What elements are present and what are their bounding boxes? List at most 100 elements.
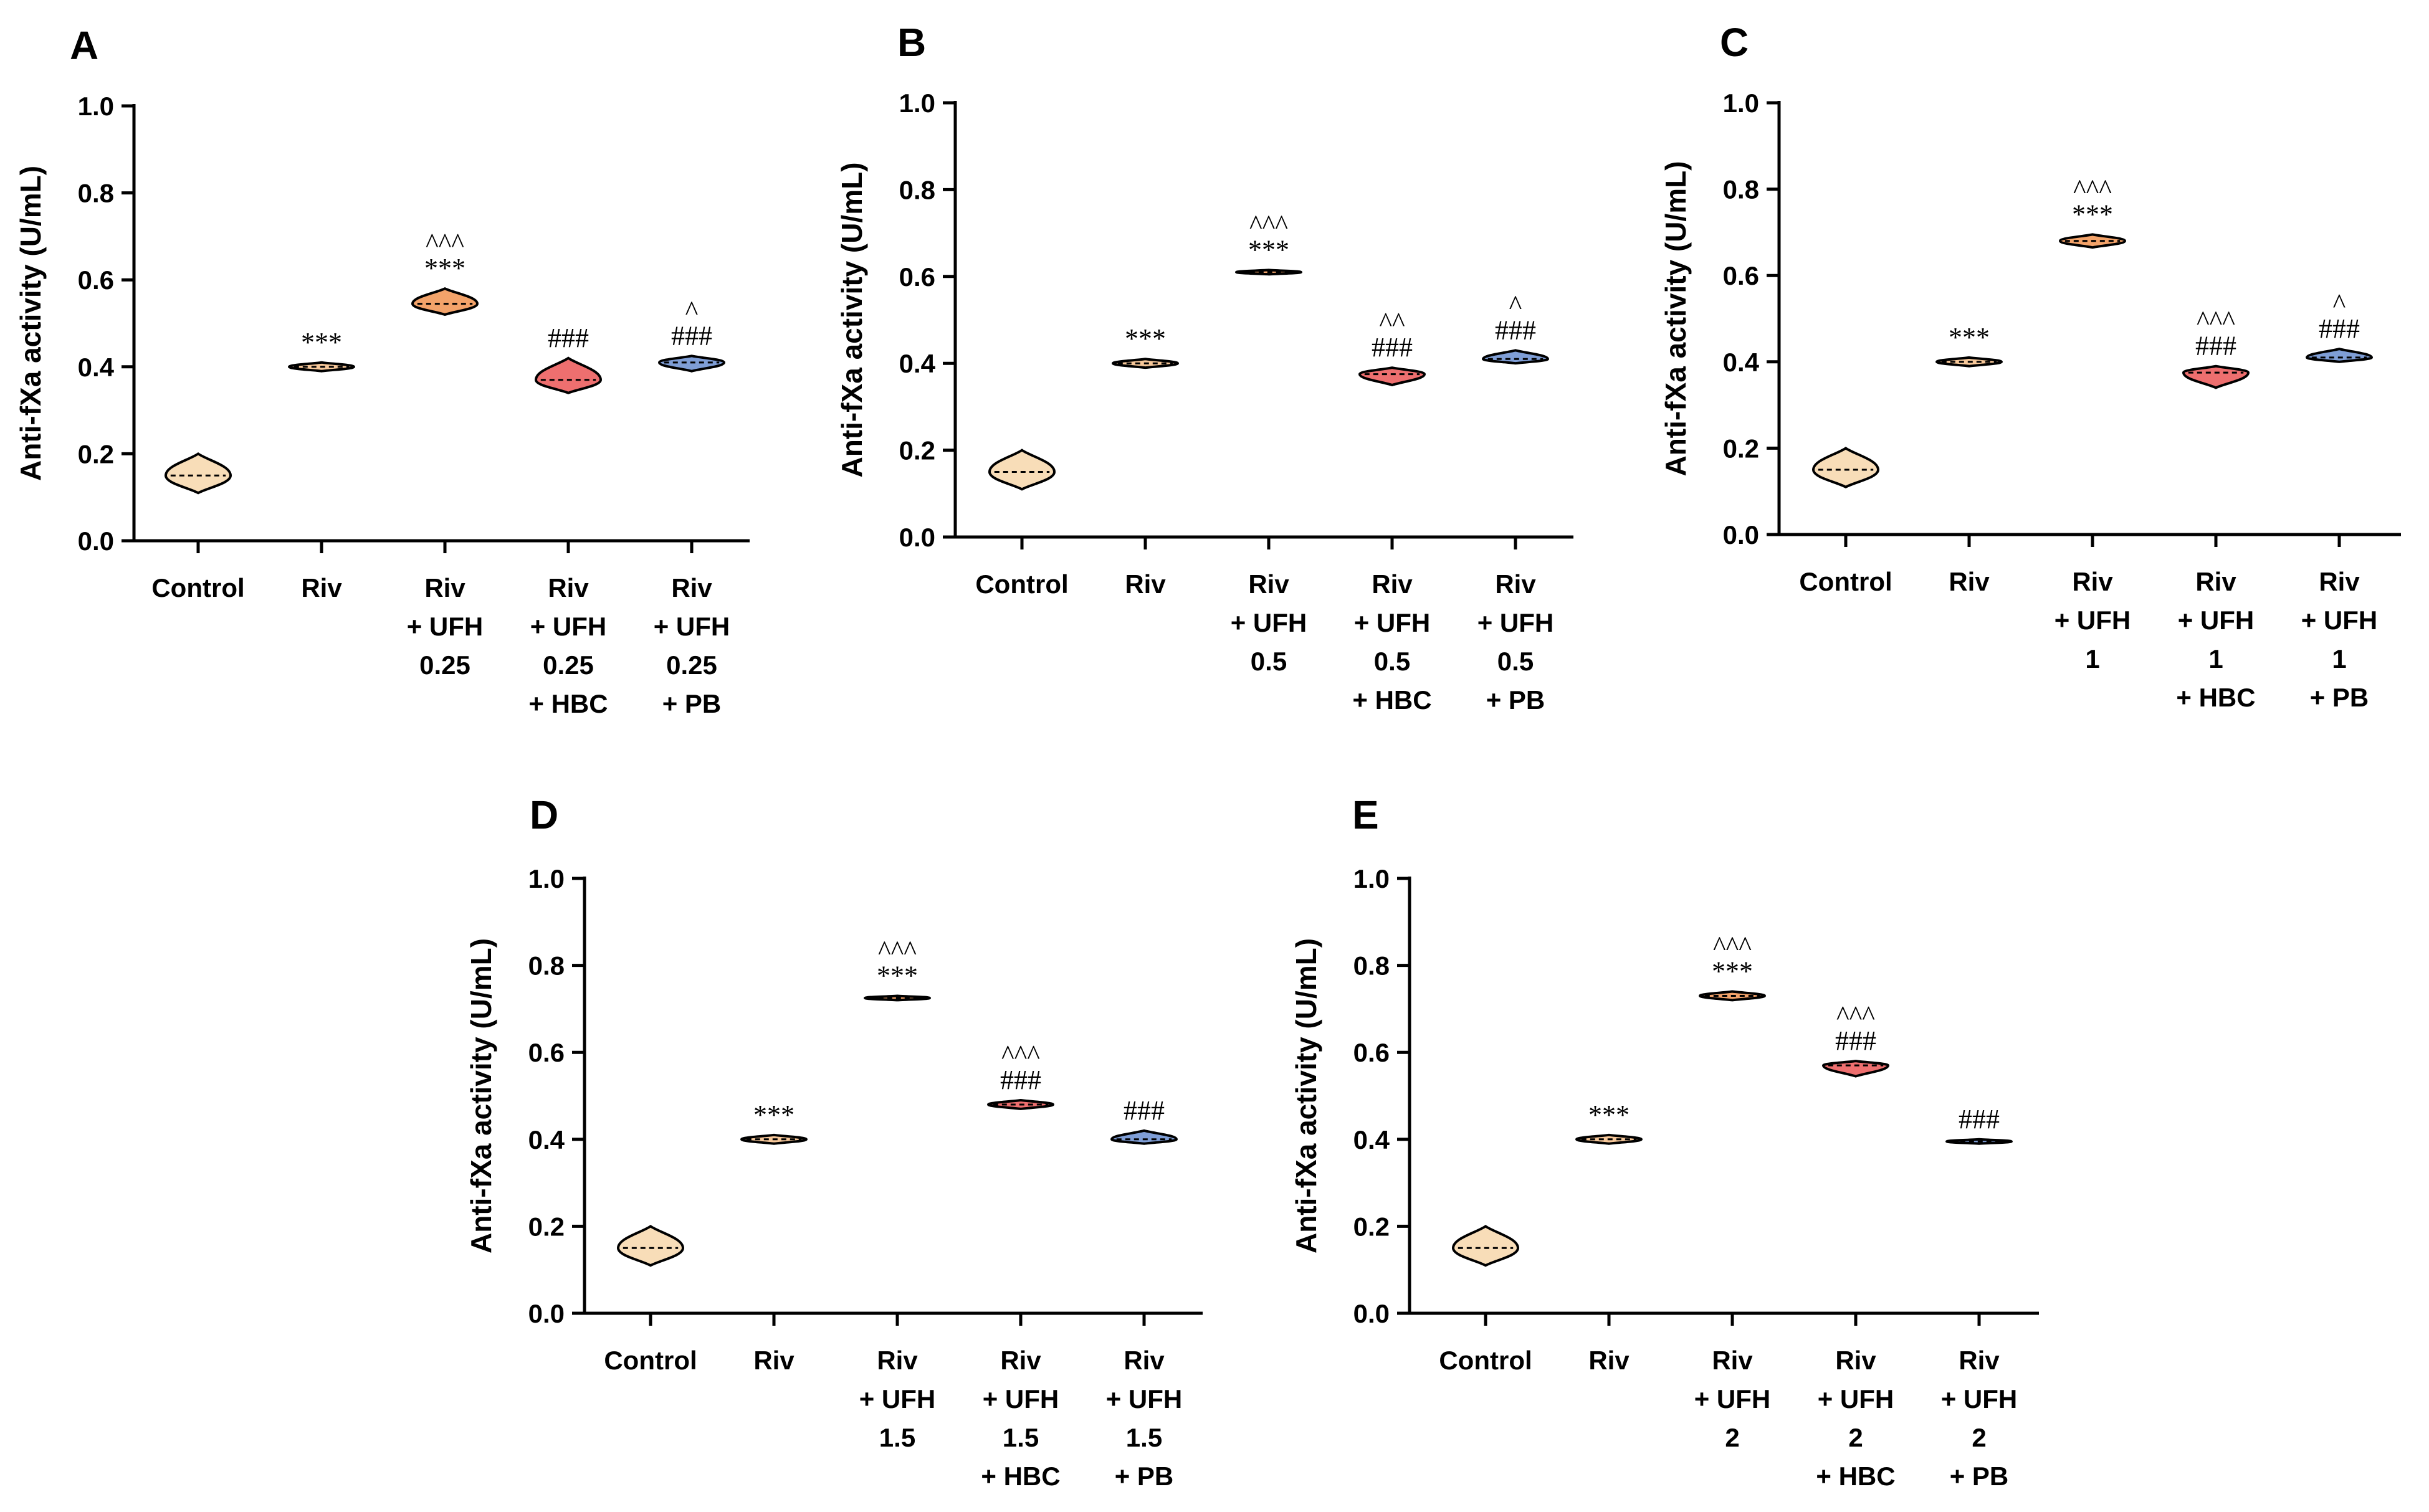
- x-tick-label: Riv + UFH 0.25: [407, 573, 484, 680]
- y-tick-label: 1.0: [78, 92, 114, 121]
- y-tick-label: 0.4: [528, 1125, 565, 1154]
- panel-letter: E: [1352, 792, 1379, 837]
- y-tick-label: 0.0: [1353, 1299, 1390, 1328]
- y-tick-label: 0.2: [1723, 434, 1759, 463]
- panel-letter: C: [1720, 20, 1749, 65]
- panel-D: D Anti-fXa activity (U/mL) 0.0 0.2 0.4 0.6 0.8…: [465, 792, 1203, 1491]
- x-tick-label: Control: [604, 1346, 697, 1375]
- y-tick-label: 0.0: [78, 526, 114, 556]
- violin-3: [1821, 1060, 1890, 1078]
- violin-0: [616, 1224, 685, 1267]
- x-tick-label: Riv: [1949, 567, 1990, 596]
- y-tick-label: 0.8: [899, 175, 935, 204]
- violin-3: [2182, 364, 2250, 389]
- x-tick-label: Riv + UFH 2 + PB: [1941, 1346, 2018, 1491]
- significance-mark: ***: [1949, 322, 1990, 353]
- y-tick-label: 0.4: [899, 349, 936, 378]
- y-tick-label: 0.8: [1723, 175, 1759, 204]
- panel-A: A Anti-fXa activity (U/mL) 0.0 0.2 0.4 0.6 0.8…: [14, 23, 750, 718]
- y-axis-label: Anti-fXa activity (U/mL): [1290, 938, 1322, 1253]
- y-tick-label: 0.0: [528, 1299, 565, 1328]
- y-tick-label: 1.0: [1723, 88, 1759, 118]
- significance-mark: ###: [1495, 315, 1536, 345]
- x-tick-label: Riv + UFH 0.25 + HBC: [528, 573, 608, 718]
- significance-mark: ***: [1248, 234, 1289, 265]
- y-tick-label: 0.2: [528, 1212, 565, 1241]
- significance-mark: ###: [1959, 1104, 2000, 1134]
- y-tick-label: 0.6: [528, 1038, 565, 1067]
- significance-mark: ^: [1509, 290, 1522, 320]
- x-tick-label: Riv + UFH 1: [2054, 567, 2131, 673]
- y-tick-label: 1.0: [899, 88, 935, 118]
- x-tick-label: Riv: [1588, 1346, 1630, 1375]
- significance-mark: ^^^: [1836, 1001, 1875, 1031]
- violin-4: [1110, 1129, 1178, 1145]
- y-tick-label: 0.6: [899, 262, 935, 292]
- violin-3: [1358, 366, 1426, 387]
- significance-mark: ***: [1712, 956, 1753, 986]
- significance-mark: ###: [2319, 313, 2360, 344]
- x-tick-label: Riv + UFH 1.5 + PB: [1106, 1346, 1183, 1491]
- y-axis-label: Anti-fXa activity (U/mL): [465, 938, 497, 1253]
- significance-mark: ***: [1125, 323, 1166, 354]
- y-tick-label: 1.0: [1353, 864, 1390, 893]
- significance-mark: ^^^: [878, 935, 917, 966]
- violin-4: [2305, 347, 2374, 363]
- y-tick-label: 0.4: [78, 353, 115, 382]
- x-tick-label: Riv + UFH 0.25 + PB: [654, 573, 730, 718]
- x-tick-label: Riv + UFH 1.5 + HBC: [981, 1346, 1060, 1491]
- violin-0: [1811, 446, 1880, 489]
- significance-mark: ###: [1835, 1025, 1876, 1056]
- y-tick-label: 0.8: [528, 951, 565, 981]
- x-tick-label: Riv + UFH 0.5 + PB: [1477, 569, 1554, 715]
- y-tick-label: 0.6: [78, 265, 114, 295]
- significance-mark: ###: [1000, 1065, 1041, 1095]
- x-tick-label: Riv + UFH 1.5: [859, 1346, 936, 1452]
- significance-mark: ***: [2072, 199, 2113, 229]
- y-tick-label: 0.8: [78, 179, 114, 208]
- panel-C: C Anti-fXa activity (U/mL) 0.0 0.2 0.4 0.6 0.8…: [1659, 20, 2401, 712]
- y-axis-label: Anti-fXa activity (U/mL): [14, 166, 47, 481]
- x-tick-label: Riv: [301, 573, 342, 602]
- violin-4: [1481, 349, 1550, 365]
- y-tick-label: 0.4: [1353, 1125, 1390, 1154]
- y-tick-label: 0.6: [1353, 1038, 1390, 1067]
- panel-B: B Anti-fXa activity (U/mL) 0.0 0.2 0.4 0.6 0.8…: [836, 20, 1573, 715]
- x-tick-label: Control: [975, 569, 1068, 599]
- y-axis-label: Anti-fXa activity (U/mL): [1659, 161, 1692, 476]
- significance-mark: ***: [877, 960, 918, 991]
- x-tick-label: Control: [1439, 1346, 1532, 1375]
- x-tick-label: Riv + UFH 1 + PB: [2301, 567, 2378, 712]
- violin-3: [534, 356, 603, 394]
- significance-mark: ^^^: [1001, 1040, 1040, 1070]
- significance-mark: ***: [753, 1100, 795, 1130]
- y-tick-label: 0.8: [1353, 951, 1390, 981]
- significance-mark: ^: [685, 295, 699, 326]
- violin-0: [988, 449, 1056, 491]
- y-tick-label: 0.0: [899, 523, 935, 552]
- violin-2: [411, 287, 479, 316]
- significance-mark: ###: [1124, 1095, 1165, 1126]
- significance-mark: ^^^: [1249, 209, 1288, 240]
- violin-0: [1451, 1224, 1520, 1267]
- panel-letter: B: [897, 20, 926, 65]
- panel-E: E Anti-fXa activity (U/mL) 0.0 0.2 0.4 0.6 0.8…: [1290, 792, 2039, 1491]
- significance-mark: ***: [1588, 1100, 1630, 1130]
- y-tick-label: 0.6: [1723, 261, 1759, 290]
- x-tick-label: Control: [151, 573, 244, 602]
- significance-mark: ###: [548, 323, 589, 353]
- violin-0: [164, 452, 232, 495]
- x-tick-label: Riv + UFH 2 + HBC: [1816, 1346, 1895, 1491]
- significance-mark: ^: [2333, 288, 2346, 319]
- y-tick-label: 0.2: [78, 439, 114, 468]
- y-tick-label: 0.2: [1353, 1212, 1390, 1241]
- y-tick-label: 0.0: [1723, 520, 1759, 549]
- significance-mark: ###: [1372, 332, 1413, 363]
- panel-letter: D: [530, 792, 558, 837]
- x-tick-label: Riv + UFH 0.5 + HBC: [1352, 569, 1431, 715]
- x-tick-label: Control: [1799, 567, 1892, 596]
- y-tick-label: 1.0: [528, 864, 565, 893]
- x-tick-label: Riv + UFH 0.5: [1231, 569, 1307, 676]
- x-tick-label: Riv: [1125, 569, 1166, 599]
